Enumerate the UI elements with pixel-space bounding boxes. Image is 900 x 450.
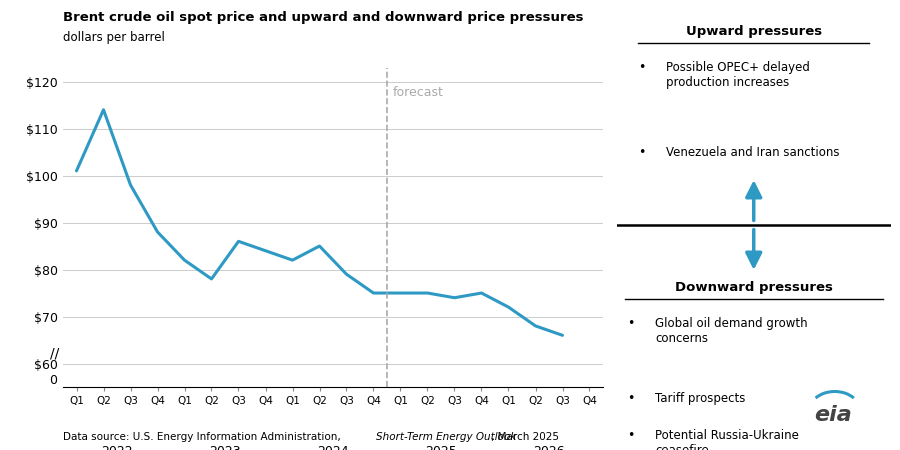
Text: 0: 0 [50, 374, 58, 387]
Text: •: • [638, 146, 646, 159]
Text: Short-Term Energy Outlook: Short-Term Energy Outlook [376, 432, 517, 442]
Text: •: • [627, 392, 634, 405]
Text: 2023: 2023 [209, 445, 241, 450]
Text: •: • [627, 317, 634, 330]
Text: forecast: forecast [392, 86, 444, 99]
Text: eia: eia [814, 405, 852, 425]
Text: //: // [50, 346, 58, 360]
Text: •: • [638, 61, 646, 74]
Text: Tariff prospects: Tariff prospects [655, 392, 745, 405]
Text: Potential Russia-Ukraine
ceasefire: Potential Russia-Ukraine ceasefire [655, 429, 799, 450]
Text: Downward pressures: Downward pressures [675, 281, 832, 294]
Text: 2024: 2024 [317, 445, 349, 450]
Text: Possible OPEC+ delayed
production increases: Possible OPEC+ delayed production increa… [666, 61, 810, 89]
Text: Upward pressures: Upward pressures [686, 25, 822, 38]
Text: Venezuela and Iran sanctions: Venezuela and Iran sanctions [666, 146, 840, 159]
Text: , March 2025: , March 2025 [491, 432, 560, 442]
Text: 2022: 2022 [101, 445, 133, 450]
Text: Global oil demand growth
concerns: Global oil demand growth concerns [655, 317, 807, 345]
Text: 2026: 2026 [533, 445, 565, 450]
Text: Brent crude oil spot price and upward and downward price pressures: Brent crude oil spot price and upward an… [63, 11, 583, 24]
Text: Data source: U.S. Energy Information Administration,: Data source: U.S. Energy Information Adm… [63, 432, 344, 442]
Text: 2025: 2025 [425, 445, 457, 450]
Text: dollars per barrel: dollars per barrel [63, 32, 165, 45]
Text: •: • [627, 429, 634, 442]
